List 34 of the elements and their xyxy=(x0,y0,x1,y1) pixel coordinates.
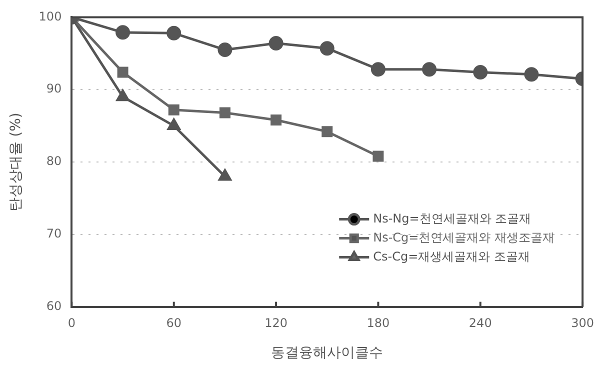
x-tick-label: 300 xyxy=(571,316,594,330)
point xyxy=(422,62,437,77)
point xyxy=(218,42,232,58)
x-axis-title: 동결융해사이클수 xyxy=(271,345,384,362)
x-tick-label: 240 xyxy=(468,316,492,330)
point xyxy=(116,90,130,102)
point xyxy=(320,41,334,56)
y-axis-title: 탄성상대율 (%) xyxy=(8,112,24,212)
point xyxy=(116,25,130,40)
x-tick-label: 180 xyxy=(366,316,390,330)
point xyxy=(473,64,488,80)
point xyxy=(270,114,282,126)
x-tick-label: 120 xyxy=(264,316,288,330)
x-tick-label: 0 xyxy=(68,316,76,330)
y-tick-label: 70 xyxy=(46,226,62,241)
point xyxy=(117,66,128,78)
point xyxy=(219,107,230,118)
point xyxy=(524,67,539,82)
point xyxy=(372,150,384,162)
point xyxy=(167,118,180,130)
legend-label: Ns-Cg=천연세골재와 재생조골재 xyxy=(373,230,555,244)
y-tick-label: 60 xyxy=(46,298,62,313)
legend-label: Ns-Ng=천연세골재와 조골재 xyxy=(373,211,532,226)
point xyxy=(166,26,182,40)
point xyxy=(168,104,180,116)
y-tick-label: 80 xyxy=(46,154,62,168)
y-tick-label: 90 xyxy=(46,82,62,96)
point xyxy=(268,36,284,51)
point xyxy=(370,62,386,77)
point xyxy=(322,126,333,138)
x-tick-label: 60 xyxy=(166,316,182,330)
point xyxy=(218,169,232,181)
legend-label: Cs-Cg=재생세골재와 조골재 xyxy=(373,249,530,264)
y-tick-label: 100 xyxy=(38,9,62,24)
